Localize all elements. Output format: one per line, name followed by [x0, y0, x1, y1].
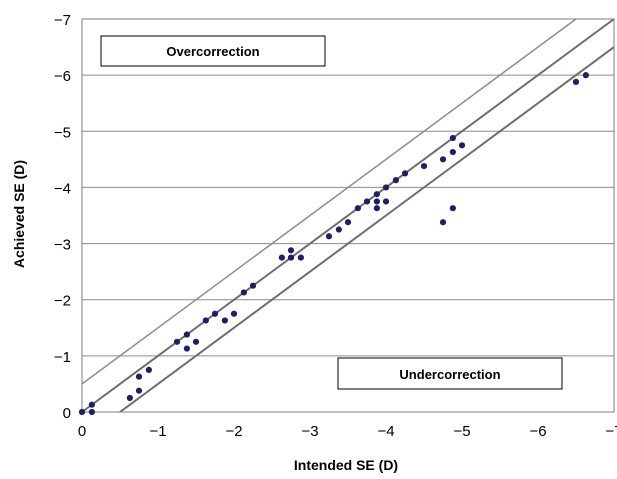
- data-point: [373, 205, 380, 212]
- overcorrection-label: Overcorrection: [166, 44, 259, 59]
- plot-frame: [81, 18, 615, 413]
- data-point: [135, 373, 143, 380]
- data-point: [78, 408, 86, 416]
- data-point: [126, 394, 133, 402]
- data-point: [344, 219, 352, 226]
- data-point: [278, 254, 285, 261]
- data-point: [211, 310, 219, 317]
- undercorrection-annotation: Undercorrection: [337, 357, 563, 390]
- x-tick-label: −6: [529, 423, 546, 440]
- data-point: [439, 219, 447, 226]
- overcorrection-annotation: Overcorrection: [100, 35, 326, 67]
- y-tick-labels: 0 −1 −2 −3 −4 −5 −6 −7: [54, 12, 71, 422]
- undercorrection-box: [337, 357, 563, 390]
- data-point: [173, 338, 181, 345]
- x-tick-label: −3: [301, 423, 318, 440]
- y-tick-label: −6: [54, 68, 71, 85]
- data-point: [240, 289, 247, 296]
- data-point: [145, 366, 152, 373]
- data-point: [202, 317, 209, 324]
- y-tick-label: −1: [54, 349, 71, 366]
- data-point: [373, 191, 380, 198]
- data-point: [373, 198, 380, 205]
- data-point: [297, 254, 304, 261]
- x-axis-title: Intended SE (D): [294, 457, 398, 473]
- data-point: [135, 387, 143, 394]
- data-point: [230, 310, 238, 317]
- y-axis-title: Achieved SE (D): [11, 160, 27, 268]
- y-tick-label: −4: [54, 180, 71, 197]
- data-point: [439, 156, 447, 163]
- data-point: [88, 401, 95, 408]
- data-point: [287, 254, 295, 261]
- data-point: [192, 338, 200, 345]
- data-point: [449, 205, 456, 212]
- data-point: [183, 331, 190, 338]
- x-tick-label: −1: [149, 423, 166, 440]
- y-tick-label: 0: [63, 405, 71, 422]
- data-point: [287, 247, 295, 254]
- data-point: [335, 226, 342, 233]
- data-point: [183, 345, 190, 352]
- overcorrection-box: [100, 35, 326, 67]
- data-point: [582, 72, 589, 79]
- x-tick-label: −2: [225, 423, 242, 440]
- undercorrection-label: Undercorrection: [399, 367, 500, 382]
- data-point: [249, 282, 257, 289]
- data-point: [420, 162, 428, 170]
- reference-line-2: [119, 46, 615, 413]
- y-tick-label: −5: [54, 124, 71, 141]
- x-tick-label: −5: [453, 423, 470, 440]
- data-point: [449, 134, 456, 142]
- data-point: [221, 317, 228, 324]
- data-point: [88, 408, 95, 416]
- data-points: [78, 72, 589, 416]
- x-tick-label: −4: [377, 423, 394, 440]
- x-tick-label: 0: [78, 423, 86, 440]
- data-point: [392, 177, 399, 184]
- reference-line-1: [81, 18, 615, 413]
- data-point: [382, 198, 390, 205]
- data-point: [354, 205, 361, 212]
- y-tick-label: −2: [54, 293, 71, 310]
- data-point: [363, 198, 371, 205]
- data-point: [458, 142, 466, 149]
- x-tick-labels: 0 −1 −2 −3 −4 −5 −6 −7: [78, 423, 617, 440]
- y-tick-label: −3: [54, 237, 71, 254]
- reference-line-0: [81, 18, 577, 385]
- reference-lines: [81, 18, 615, 413]
- data-point: [325, 233, 333, 240]
- data-point: [449, 148, 456, 156]
- data-point: [401, 170, 409, 177]
- y-tick-label: −7: [54, 12, 71, 29]
- x-tick-label: −7: [605, 423, 617, 440]
- data-point: [382, 184, 390, 191]
- data-point: [572, 78, 580, 85]
